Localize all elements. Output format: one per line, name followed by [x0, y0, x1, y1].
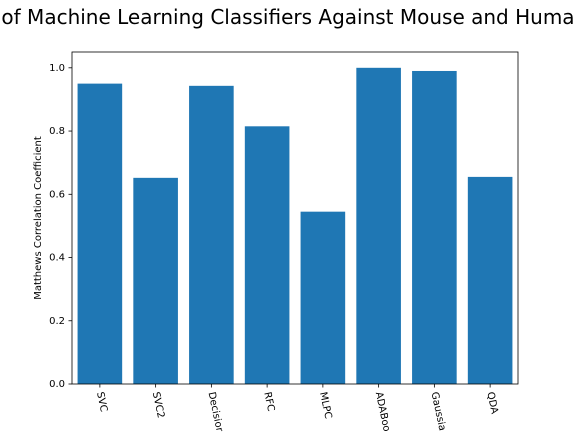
y-tick-label: 0.8 — [49, 126, 65, 137]
x-tick-label: SVC — [94, 391, 109, 413]
chart-title: of Machine Learning Classifiers Against … — [1, 5, 574, 29]
bar-svc — [77, 83, 123, 384]
bar-gaussia — [412, 70, 457, 384]
x-tick-label: QDA — [484, 391, 499, 415]
y-tick-label: 0.2 — [49, 316, 65, 327]
bar-qda — [467, 176, 513, 384]
x-tick-label: SVC2 — [150, 391, 166, 419]
plot-area-frame — [71, 51, 519, 385]
y-tick-label: 0.4 — [49, 253, 65, 264]
y-tick-label: 0.6 — [49, 189, 65, 200]
x-tick-label: Decisior — [206, 391, 225, 432]
y-axis-ticks: 0.0 0.2 0.4 0.6 0.8 1.0 — [49, 63, 72, 390]
y-tick-label: 1.0 — [49, 63, 65, 74]
bar-rfc — [244, 126, 290, 385]
bar-adaboo — [356, 67, 401, 385]
bar-svc2 — [133, 177, 178, 384]
x-tick-label: MLPC — [317, 391, 333, 420]
x-tick-label: Gaussia — [429, 391, 448, 432]
x-tick-label: RFC — [261, 391, 276, 413]
bar-mlpc — [300, 211, 346, 384]
y-axis-label: Matthews Correlation Coefficient — [33, 136, 44, 300]
bar-decisior — [189, 85, 234, 384]
bars — [77, 67, 513, 385]
x-axis-ticks: SVC SVC2 Decisior RFC MLPC ADABoo Gaussia QDA — [94, 384, 500, 432]
y-tick-label: 0.0 — [49, 379, 65, 390]
x-tick-label: ADABoo — [373, 391, 392, 432]
